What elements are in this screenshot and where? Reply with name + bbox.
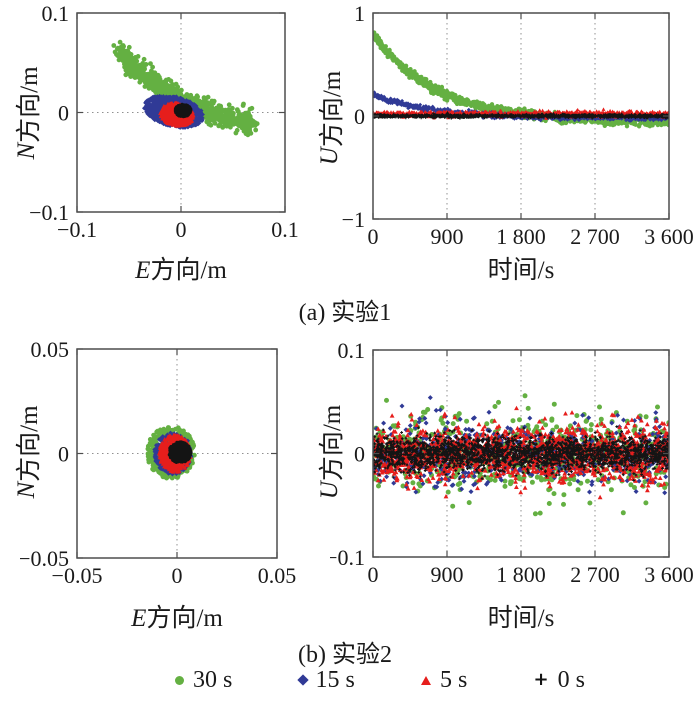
series-points-0s [167,440,193,464]
chart-ne-scatter-exp2: −0.05 0 0.05 −0.05 0 0.05 [18,336,320,596]
x-tick-label: 2 700 [570,562,620,587]
legend-label-30s: 30 s [193,666,233,693]
x-tick-label: 3 600 [644,224,694,249]
plus-marker-icon: + [533,669,549,690]
xlabel-chart-u-exp2: 时间/s [421,598,621,634]
x-tick-label: 0.05 [258,563,297,588]
xlabel-text: 时间/s [487,257,555,284]
chart-canvas: 0 900 1 800 2 700 3 600−0.100.1 [325,338,694,587]
x-tick-label: 0 [368,562,379,587]
chart-u-time-exp1: 0 900 1 800 2 700 3 600 −1 0 1 [330,0,700,255]
x-tick-label: 0 [368,224,379,249]
legend-label-0s: 0 s [557,666,585,693]
y-tick-label: 0.1 [42,1,70,26]
xlabel-text: 方向/m [146,605,223,632]
legend-label-15s: 15 s [315,666,355,693]
x-tick-label: 1 800 [496,562,546,587]
xlabel-chart-u-exp1: 时间/s [421,250,621,286]
ylabel-text: 方向/m [319,404,346,482]
x-tick-label: −0.05 [52,563,103,588]
ylabel-variable: U [316,481,343,500]
y-tick-label: 0.1 [338,338,366,363]
ylabel-variable: N [13,481,40,499]
legend-item-15s: 15 s [296,666,355,694]
xlabel-variable: E [131,605,147,632]
chart-canvas: 0 900 1 800 2 700 3 600−101 [342,1,694,249]
xlabel-chart-ne-exp1: E方向/m [81,250,281,286]
ylabel-variable: N [13,142,40,160]
legend-item-5s: 5 s [421,667,467,694]
x-tick-label: 900 [431,224,464,249]
legend-label-5s: 5 s [440,666,468,693]
xlabel-variable: E [135,257,151,284]
series-points-0s [373,425,669,482]
x-tick-label: −0.1 [57,217,97,242]
xlabel-chart-ne-exp2: E方向/m [77,598,277,634]
y-tick-label: 0.05 [31,337,70,362]
x-tick-label: 1 800 [496,224,546,249]
series-points-30s [111,39,260,138]
x-tick-label: 0.1 [271,217,299,242]
y-tick-label: −1 [342,207,365,232]
x-tick-label: 0 [172,563,183,588]
x-tick-label: 2 700 [570,224,620,249]
y-tick-label: 0 [354,104,365,129]
y-tick-label: 0 [58,101,69,126]
y-tick-label: −0.1 [29,200,69,225]
series-points-0s [373,111,669,120]
x-tick-label: 0 [176,217,187,242]
xlabel-text: 方向/m [150,257,227,284]
legend-item-30s: 30 s [175,667,232,694]
ylabel-text: 方向/m [319,70,346,148]
series-points-0s [173,102,193,119]
ylabel-variable: U [316,147,343,166]
chart-canvas: −0.05 0 0.05 −0.05 0 0.05 [18,337,297,588]
caption-experiment-1: (a) 实验1 [298,300,392,326]
chart-ne-scatter-exp1: −0.1 0 0.1 −0.1 0 0.1 [20,0,320,255]
y-tick-label: 0 [58,442,69,467]
ylabel-text: 方向/m [16,66,43,143]
x-tick-label: 3 600 [644,562,694,587]
ylabel-chart-ne-exp2: N 方向/m [12,377,43,527]
ylabel-chart-u-exp2: U 方向/m [315,377,346,527]
y-tick-label: 1 [354,1,365,26]
y-tick-label: 0 [354,442,365,467]
ylabel-chart-ne-exp1: N 方向/m [12,38,43,188]
circle-marker-icon [175,675,184,685]
ylabel-text: 方向/m [16,405,43,482]
ylabel-chart-u-exp1: U 方向/m [315,43,346,193]
caption-experiment-2: (b) 实验2 [298,642,392,668]
chart-u-time-exp2: 0 900 1 800 2 700 3 600 −0.1 0 0.1 [325,336,700,596]
diamond-marker-icon [296,674,309,686]
chart-canvas: −0.1 0 0.1 −0.1 0 0.1 [29,1,299,242]
x-tick-label: 900 [431,562,464,587]
y-tick-label: −0.1 [330,545,365,570]
xlabel-text: 时间/s [487,605,555,632]
triangle-marker-icon [421,675,432,685]
legend: 30 s 15 s 5 s + 0 s [175,666,585,694]
y-tick-label: −0.05 [20,546,69,571]
legend-item-0s: + 0 s [534,667,585,694]
